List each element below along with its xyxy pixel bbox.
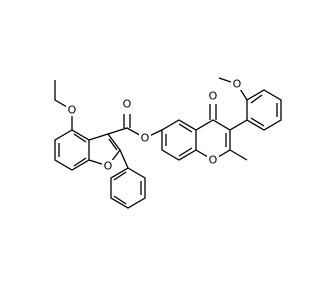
label-background: [102, 160, 114, 172]
label-background: [139, 132, 151, 144]
atom-label: O: [209, 154, 218, 167]
bond: [229, 119, 248, 131]
atom-labels: O O O O O O O: [66, 78, 243, 173]
methyl-bond: [229, 149, 248, 161]
double-bond: [250, 117, 265, 127]
atom-label: O: [141, 132, 150, 145]
atom-label: O: [209, 90, 218, 103]
label-background: [207, 92, 219, 104]
label-background: [121, 102, 133, 114]
chromone-benzo-ring: [161, 119, 197, 161]
atom-label: O: [233, 78, 242, 91]
atom-label: O: [104, 160, 113, 173]
double-bond: [250, 94, 263, 104]
bond: [119, 149, 129, 169]
double-bond: [178, 147, 193, 157]
label-background: [207, 154, 219, 166]
ester-bonds: [107, 127, 163, 139]
bonds: [54, 77, 282, 209]
double-bond: [73, 157, 87, 167]
label-background: [66, 104, 78, 116]
double-bond: [113, 171, 127, 181]
atom-label: O: [68, 104, 77, 117]
double-bond: [108, 138, 118, 151]
ethoxy-bonds: [54, 80, 73, 130]
benzene-ring: [54, 129, 90, 171]
molecule-diagram: O O O O O O O: [54, 77, 282, 209]
label-background: [231, 78, 243, 90]
atom-label: O: [123, 98, 132, 111]
double-bond: [113, 195, 127, 205]
phenyl-ring: [110, 167, 146, 209]
double-bond: [73, 133, 87, 143]
aryl-ring: [246, 89, 282, 131]
double-bond: [178, 123, 193, 133]
